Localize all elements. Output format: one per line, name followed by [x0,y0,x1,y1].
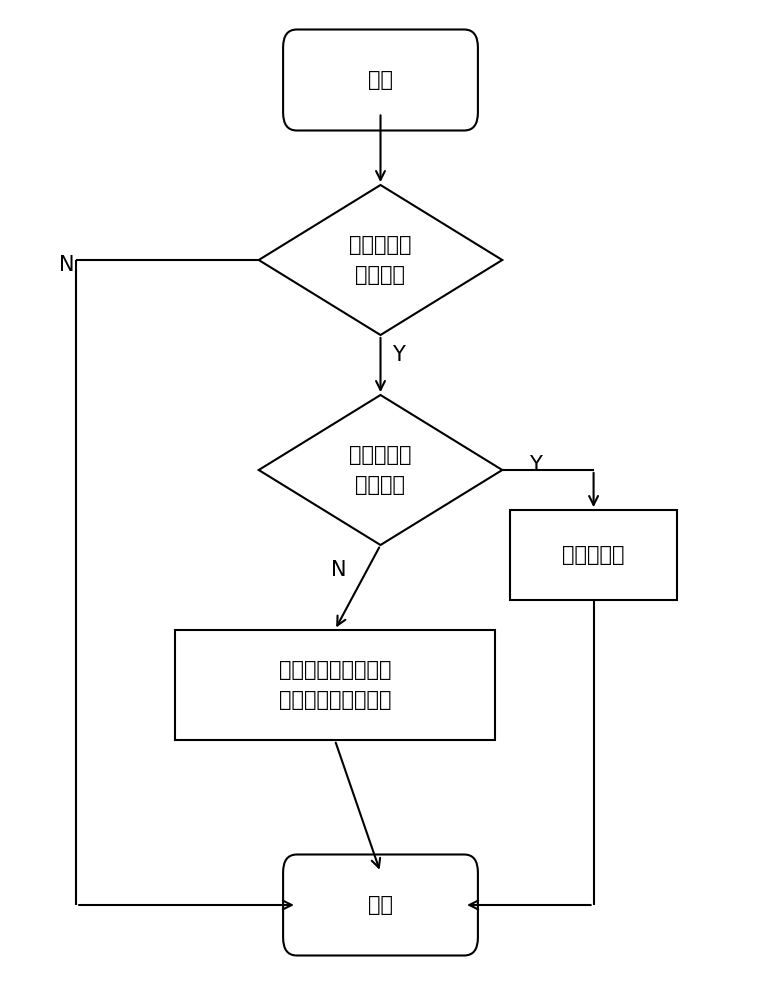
Bar [510,510,677,600]
Text: 采样点是否
为极値点: 采样点是否 为极値点 [349,235,412,285]
Polygon shape [259,395,502,545]
Text: 开始: 开始 [368,70,393,90]
Text: N: N [331,560,346,580]
Text: N: N [59,255,75,275]
Text: 消除噪声点: 消除噪声点 [562,545,625,565]
Polygon shape [259,185,502,335]
FancyBboxPatch shape [283,29,478,130]
FancyBboxPatch shape [283,854,478,956]
Text: 结束: 结束 [368,895,393,915]
Text: 采样点是否
为噪声点: 采样点是否 为噪声点 [349,445,412,495]
Bar [175,630,495,740]
Text: Y: Y [392,345,405,365]
Text: Y: Y [529,455,542,475]
Text: 保留该极値点并将该
极値点绘制显示出来: 保留该极値点并将该 极値点绘制显示出来 [279,660,391,710]
